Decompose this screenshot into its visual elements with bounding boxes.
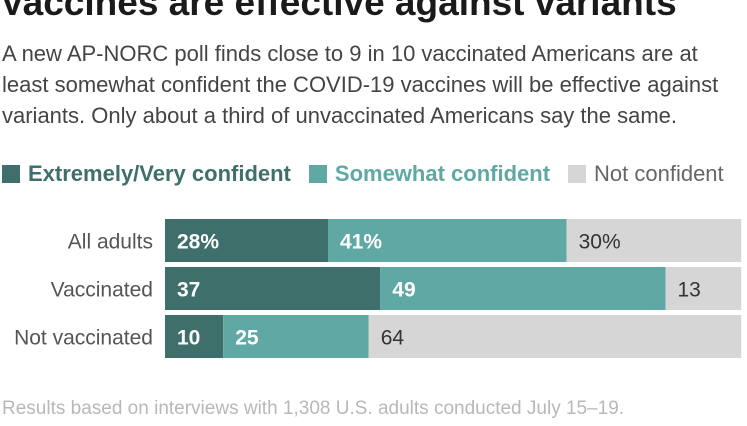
- bar-all-adults-not-confident: [566, 219, 742, 262]
- bar-all-adults-extremely-very-confident: [165, 219, 328, 262]
- legend-item-extremely: Extremely/Very confident: [2, 161, 291, 187]
- data-label-not-vaccinated-not-confident: 64: [381, 327, 405, 350]
- legend-swatch-not: [568, 165, 587, 183]
- bar-vaccinated-extremely-very-confident: [165, 267, 381, 310]
- category-label-not-vaccinated: Not vaccinated: [14, 327, 153, 350]
- legend-label-somewhat: Somewhat confident: [334, 161, 551, 186]
- data-label-not-vaccinated-extremely-very-confident: 10: [177, 327, 200, 350]
- data-label-not-vaccinated-somewhat-confident: 25: [235, 327, 259, 350]
- legend-swatch-somewhat: [308, 165, 327, 183]
- stacked-bar-chart: All adults 28% 41% 30% Vaccinated 37 49 13 Not v…: [14, 219, 742, 358]
- data-label-all-adults-somewhat-confident: 41%: [340, 231, 382, 254]
- data-label-vaccinated-extremely-very-confident: 37: [177, 279, 200, 302]
- data-label-all-adults-not-confident: 30%: [579, 231, 621, 254]
- bar-vaccinated-somewhat-confident: [380, 267, 666, 310]
- legend-swatch-extremely: [2, 165, 20, 183]
- chart-title: Vaccines are effective against variants: [0, 0, 677, 23]
- bar-not-vaccinated-extremely-very-confident: [165, 315, 224, 358]
- category-label-all-adults: All adults: [68, 231, 153, 254]
- data-label-all-adults-extremely-very-confident: 28%: [177, 231, 219, 254]
- legend-item-not: Not confident: [568, 161, 724, 187]
- category-label-vaccinated: Vaccinated: [51, 279, 153, 302]
- bar-all-adults-somewhat-confident: [328, 219, 567, 262]
- source-note: Results based on interviews with 1,308 U…: [2, 398, 625, 419]
- data-label-vaccinated-somewhat-confident: 49: [392, 279, 415, 302]
- legend-item-somewhat: Somewhat confident: [308, 161, 551, 187]
- bar-vaccinated-not-confident: [665, 267, 742, 310]
- bar-not-vaccinated-not-confident: [368, 315, 742, 358]
- chart-subtitle: A new AP-NORC poll finds close to 9 in 1…: [2, 41, 719, 128]
- data-label-vaccinated-not-confident: 13: [678, 279, 701, 302]
- legend: Extremely/Very confident Somewhat confid…: [2, 159, 742, 189]
- legend-label-not: Not confident: [594, 161, 724, 186]
- legend-label-extremely: Extremely/Very confident: [28, 161, 291, 186]
- bar-not-vaccinated-somewhat-confident: [223, 315, 369, 358]
